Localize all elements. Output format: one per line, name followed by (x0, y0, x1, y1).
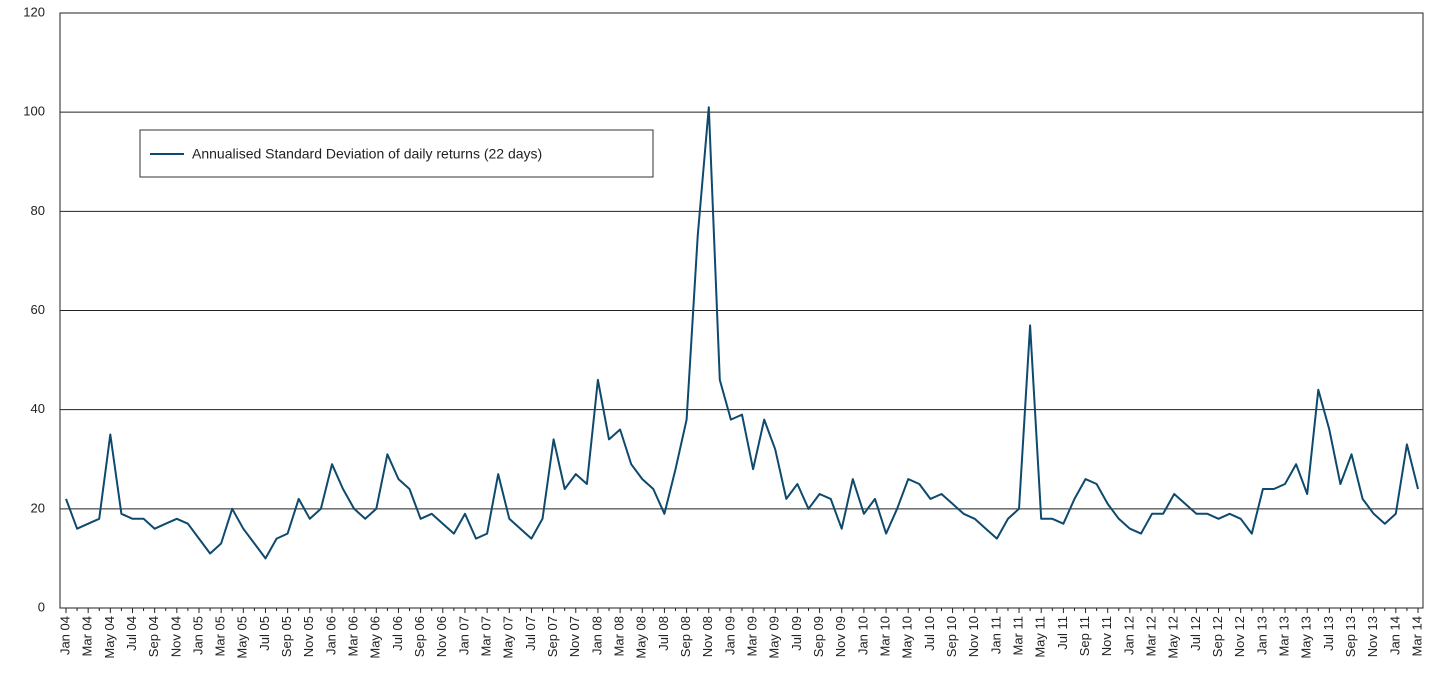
x-tick-label: Jan 07 (456, 616, 471, 655)
x-tick-label: Nov 10 (966, 616, 981, 657)
x-tick-label: Jan 06 (323, 616, 338, 655)
x-tick-label: May 08 (634, 616, 649, 659)
y-tick-label: 40 (31, 401, 45, 416)
x-tick-label: Mar 11 (1010, 616, 1025, 656)
x-tick-label: May 06 (368, 616, 383, 659)
x-tick-label: Nov 06 (434, 616, 449, 657)
y-tick-label: 80 (31, 203, 45, 218)
x-tick-label: May 09 (767, 616, 782, 659)
x-tick-label: Mar 13 (1276, 616, 1291, 656)
x-tick-label: Jan 11 (988, 616, 1003, 654)
x-tick-label: Nov 05 (301, 616, 316, 657)
x-tick-label: Jan 04 (57, 616, 72, 655)
x-tick-label: Mar 07 (479, 616, 494, 656)
x-tick-label: Sep 11 (1077, 616, 1092, 656)
x-tick-label: May 07 (501, 616, 516, 659)
x-tick-label: Nov 07 (567, 616, 582, 657)
x-tick-label: Nov 09 (833, 616, 848, 657)
x-tick-label: Nov 12 (1232, 616, 1247, 657)
x-tick-label: Nov 08 (700, 616, 715, 657)
x-tick-label: Mar 05 (213, 616, 228, 656)
x-tick-label: Jul 13 (1321, 616, 1336, 651)
x-tick-label: Mar 06 (346, 616, 361, 656)
x-tick-label: Mar 09 (745, 616, 760, 656)
x-tick-label: May 12 (1166, 616, 1181, 659)
x-tick-label: Mar 08 (612, 616, 627, 656)
x-tick-label: Sep 06 (412, 616, 427, 657)
x-tick-label: Jan 13 (1254, 616, 1269, 655)
x-tick-label: Nov 11 (1099, 616, 1114, 656)
y-tick-label: 0 (38, 599, 45, 614)
x-tick-label: Sep 12 (1210, 616, 1225, 657)
x-tick-label: May 10 (900, 616, 915, 659)
x-tick-label: Jul 06 (390, 616, 405, 651)
x-tick-label: Jul 07 (523, 616, 538, 651)
x-tick-label: Mar 12 (1143, 616, 1158, 656)
x-tick-label: Sep 08 (678, 616, 693, 657)
x-tick-label: Jan 14 (1387, 616, 1402, 655)
x-tick-label: Jul 08 (656, 616, 671, 651)
x-tick-label: Nov 04 (168, 616, 183, 657)
x-tick-label: Jul 05 (257, 616, 272, 651)
y-tick-label: 20 (31, 500, 45, 515)
x-tick-label: May 05 (235, 616, 250, 659)
x-tick-label: Mar 10 (878, 616, 893, 656)
x-tick-label: Jul 09 (789, 616, 804, 651)
x-tick-label: Jan 12 (1121, 616, 1136, 655)
x-tick-label: Sep 10 (944, 616, 959, 657)
legend-box (139, 129, 654, 178)
x-tick-label: Mar 14 (1409, 616, 1424, 656)
x-tick-label: Jul 12 (1188, 616, 1203, 651)
x-tick-label: Jan 05 (190, 616, 205, 655)
x-tick-label: Sep 05 (279, 616, 294, 657)
y-tick-label: 120 (23, 4, 45, 19)
y-tick-label: 60 (31, 302, 45, 317)
y-tick-label: 100 (23, 104, 45, 119)
x-tick-label: Sep 07 (545, 616, 560, 657)
data-line (65, 106, 1419, 560)
x-tick-label: Jan 10 (855, 616, 870, 655)
x-tick-label: Jul 10 (922, 616, 937, 651)
x-tick-label: Jul 11 (1055, 616, 1070, 650)
x-tick-label: Mar 04 (80, 616, 95, 656)
x-tick-label: May 11 (1033, 616, 1048, 658)
x-tick-label: Jul 04 (124, 616, 139, 651)
x-tick-label: Jan 09 (722, 616, 737, 655)
x-tick-label: May 13 (1299, 616, 1314, 659)
x-tick-label: Sep 13 (1343, 616, 1358, 657)
legend: Annualised Standard Deviation of daily r… (139, 129, 654, 178)
x-tick-label: Sep 09 (811, 616, 826, 657)
x-tick-label: Nov 13 (1365, 616, 1380, 657)
x-tick-label: May 04 (102, 616, 117, 659)
x-tick-label: Sep 04 (146, 616, 161, 657)
x-tick-label: Jan 08 (589, 616, 604, 655)
legend-label: Annualised Standard Deviation of daily r… (192, 146, 542, 162)
